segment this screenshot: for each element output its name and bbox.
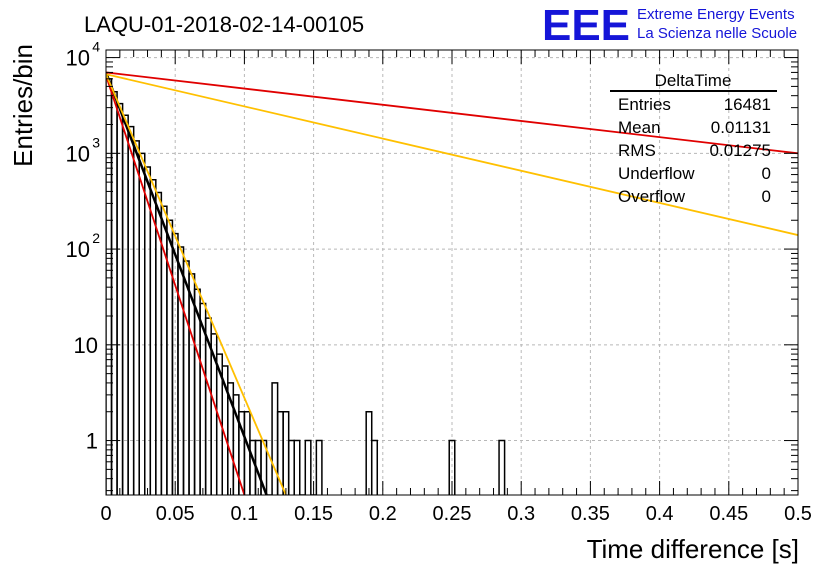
histogram-bin [134,141,140,495]
logo-line-1: Extreme Energy Events [637,6,795,23]
histogram-bin [139,153,145,495]
histogram-bin [156,192,162,495]
histogram-bin [283,412,289,495]
stats-value: 16481 [724,95,771,114]
stats-label: RMS [618,141,656,160]
x-tick-label: 0.05 [156,503,195,525]
run-title: LAQU-01-2018-02-14-00105 [84,12,364,37]
y-axis-title: Entries/bin [8,44,38,167]
stats-value: 0.01131 [711,118,771,137]
histogram-bin [145,167,151,495]
y-tick-exponent: 4 [92,39,100,55]
x-tick-label: 0.45 [709,503,748,525]
histogram-bin [150,180,156,495]
histogram [106,79,505,495]
stats-value: 0 [762,187,771,206]
histogram-bin [184,261,190,495]
x-tick-label: 0.15 [294,503,333,525]
fit-line [106,75,244,495]
x-tick-label: 0 [100,503,111,525]
y-tick-exponent: 3 [92,134,100,150]
histogram-bin [117,104,123,495]
histogram-bin [305,441,311,495]
fit-line [106,72,267,495]
histogram-bin [189,274,195,495]
histogram-bin [250,441,256,495]
stats-value: 0.01275 [710,141,771,160]
y-tick-label: 10 [66,237,90,262]
histogram-bin [372,441,378,495]
y-tick-exponent: 2 [92,230,100,246]
histogram-bin [289,441,295,495]
stats-title: DeltaTime [655,71,732,90]
histogram-bin [178,247,184,495]
x-tick-label: 0.2 [369,503,397,525]
delta-time-chart: 0 0.05 0.1 0.15 0.2 0.25 0.3 0.35 0.4 0.45 0.5 1 10 1… [0,0,836,572]
stats-label: Entries [618,95,671,114]
grid [106,50,798,495]
stats-label: Overflow [618,187,686,206]
y-tick-label: 10 [66,46,90,71]
stats-value: 0 [762,164,771,183]
x-tick-label: 0.1 [230,503,258,525]
logo-line-2: La Scienza nelle Scuole [637,25,797,42]
histogram-bin [128,127,134,495]
y-tick-label: 10 [74,333,98,358]
stats-box: DeltaTime Entries 16481 Mean 0.01131 RMS… [610,71,777,206]
histogram-bin [244,412,250,495]
histogram-bin [294,441,300,495]
x-tick-label: 0.25 [433,503,472,525]
histogram-bin [112,92,118,495]
stats-label: Underflow [618,164,695,183]
y-tick-label: 1 [86,429,98,454]
x-tick-label: 0.5 [784,503,812,525]
histogram-bin [272,383,278,495]
y-tick-label: 10 [66,141,90,166]
stats-label: Mean [618,118,661,137]
eee-logo: EEE [542,1,630,50]
histogram-bin [316,441,322,495]
x-tick-label: 0.4 [646,503,674,525]
x-axis-title: Time difference [s] [587,534,799,564]
histogram-bin [366,412,372,495]
histogram-bin [123,115,129,495]
x-tick-label: 0.3 [507,503,535,525]
histogram-bin [499,441,505,495]
x-tick-label: 0.35 [571,503,610,525]
